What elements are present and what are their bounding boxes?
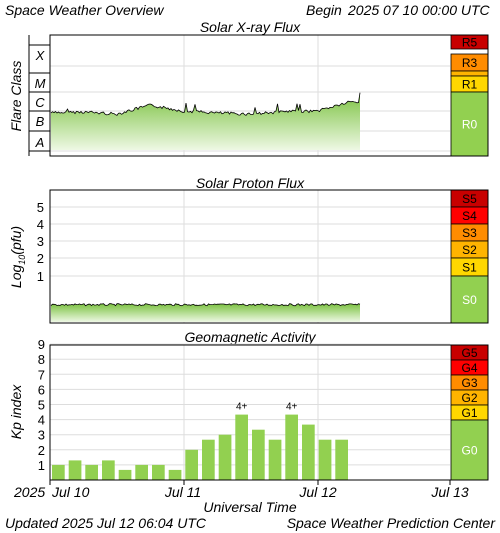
kp-bar <box>218 434 232 480</box>
panel-frame <box>49 344 489 481</box>
kp-scale-label-g4: G4 <box>461 361 477 375</box>
flare-class-x: X <box>35 48 46 63</box>
xray-scale-label-r0: R0 <box>462 118 478 132</box>
kp-ytick-9: 9 <box>38 337 45 352</box>
kp-bar <box>152 464 165 480</box>
flare-class-a: A <box>35 135 45 150</box>
frames-layer <box>28 34 489 485</box>
flare-class-m: M <box>35 76 46 91</box>
kp-bar <box>235 414 248 480</box>
kp-bar <box>135 464 148 480</box>
kp-bar <box>185 449 198 480</box>
panel-frame <box>49 34 489 157</box>
kp-annotation: 4+ <box>286 402 298 413</box>
flare-class-b: B <box>36 114 45 129</box>
kp-bar <box>85 464 98 480</box>
panel-frame <box>49 189 489 324</box>
kp-ytick-8: 8 <box>38 352 45 367</box>
kp-ytick-4: 4 <box>38 413 45 428</box>
xray-title: Solar X-ray Flux <box>199 19 301 35</box>
proton-scale-label-s1: S1 <box>462 261 477 275</box>
kp-bar <box>318 439 332 480</box>
kp-bar <box>335 439 348 480</box>
kp-bar <box>252 429 265 480</box>
proton-ytick-5: 5 <box>37 200 44 215</box>
x-tick-jul12: Jul 12 <box>299 484 337 500</box>
kp-scale-label-g0: G0 <box>461 444 477 458</box>
kp-annotation: 4+ <box>236 402 248 413</box>
proton-scale-label-s2: S2 <box>462 243 477 257</box>
kp-ytick-1: 1 <box>38 458 45 473</box>
proton-ytick-4: 4 <box>37 217 44 232</box>
kp-scale-label-g3: G3 <box>461 376 477 390</box>
begin-label: Begin <box>306 2 342 18</box>
kp-bar <box>52 464 65 480</box>
xray-scale-label-r3: R3 <box>462 56 478 70</box>
kp-bar <box>302 424 315 480</box>
kp-ytick-2: 2 <box>38 443 45 458</box>
proton-title: Solar Proton Flux <box>195 175 305 191</box>
kp-ylabel: Kp index <box>8 384 24 439</box>
kp-bar <box>68 460 82 480</box>
xray-scale-band <box>450 70 489 77</box>
kp-scale-label-g2: G2 <box>461 391 477 405</box>
x-axis-label: Universal Time <box>203 499 297 515</box>
xray-ylabel: Flare Class <box>8 61 24 132</box>
updated-time: 2025 Jul 12 06:04 UTC <box>62 515 206 531</box>
kp-bar <box>102 460 115 480</box>
proton-ytick-1: 1 <box>37 269 44 284</box>
kp-bar <box>168 469 182 480</box>
proton-scale-label-s4: S4 <box>462 209 477 223</box>
proton-flux-area <box>51 303 360 322</box>
proton-scale-label-s3: S3 <box>462 226 477 240</box>
kp-scale-label-g1: G1 <box>461 406 477 420</box>
kp-ytick-7: 7 <box>38 367 45 382</box>
flare-class-c: C <box>35 95 45 110</box>
x-tick-jul13: Jul 13 <box>431 484 469 500</box>
grid-layer <box>50 35 450 480</box>
proton-scale-label-s5: S5 <box>462 192 477 206</box>
proton-scale-s0 <box>450 275 489 324</box>
kp-bar <box>202 439 215 480</box>
data-layer <box>50 92 361 480</box>
kp-ytick-6: 6 <box>38 382 45 397</box>
kp-bar <box>285 414 298 480</box>
proton-scale-label-s0: S0 <box>462 293 477 307</box>
kp-bar <box>268 439 282 480</box>
kp-ytick-5: 5 <box>38 398 45 413</box>
xray-flux-line <box>50 92 361 116</box>
x-tick-jul11: Jul 11 <box>164 484 202 500</box>
kp-title: Geomagnetic Activity <box>184 329 316 345</box>
x-tick-jul10: Jul 10 <box>52 484 90 500</box>
updated-label: Updated <box>5 515 58 531</box>
x-tick-year: 2025 <box>14 484 46 500</box>
kp-scale-label-g5: G5 <box>461 346 477 360</box>
xray-scale-label-r5: R5 <box>462 36 478 50</box>
credit: Space Weather Prediction Center <box>286 515 495 531</box>
page-title: Space Weather Overview <box>5 2 164 18</box>
begin-time: 2025 07 10 00:00 UTC <box>348 2 490 18</box>
kp-ytick-3: 3 <box>38 428 45 443</box>
xray-flux-area <box>51 92 360 150</box>
proton-ytick-3: 3 <box>37 234 44 249</box>
kp-bar <box>118 469 132 480</box>
proton-ytick-2: 2 <box>37 251 44 266</box>
xray-scale-label-r1: R1 <box>462 78 478 92</box>
proton-flux-line <box>50 303 361 307</box>
proton-ylabel: Log10(pfu) <box>8 226 27 288</box>
